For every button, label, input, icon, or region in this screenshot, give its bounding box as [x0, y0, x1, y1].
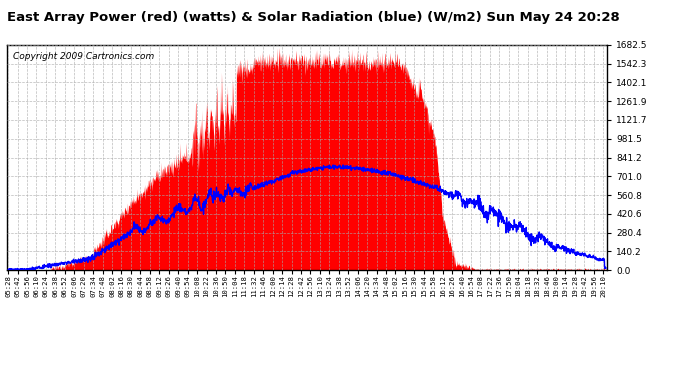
Text: East Array Power (red) (watts) & Solar Radiation (blue) (W/m2) Sun May 24 20:28: East Array Power (red) (watts) & Solar R…	[7, 11, 620, 24]
Text: Copyright 2009 Cartronics.com: Copyright 2009 Cartronics.com	[13, 52, 154, 61]
